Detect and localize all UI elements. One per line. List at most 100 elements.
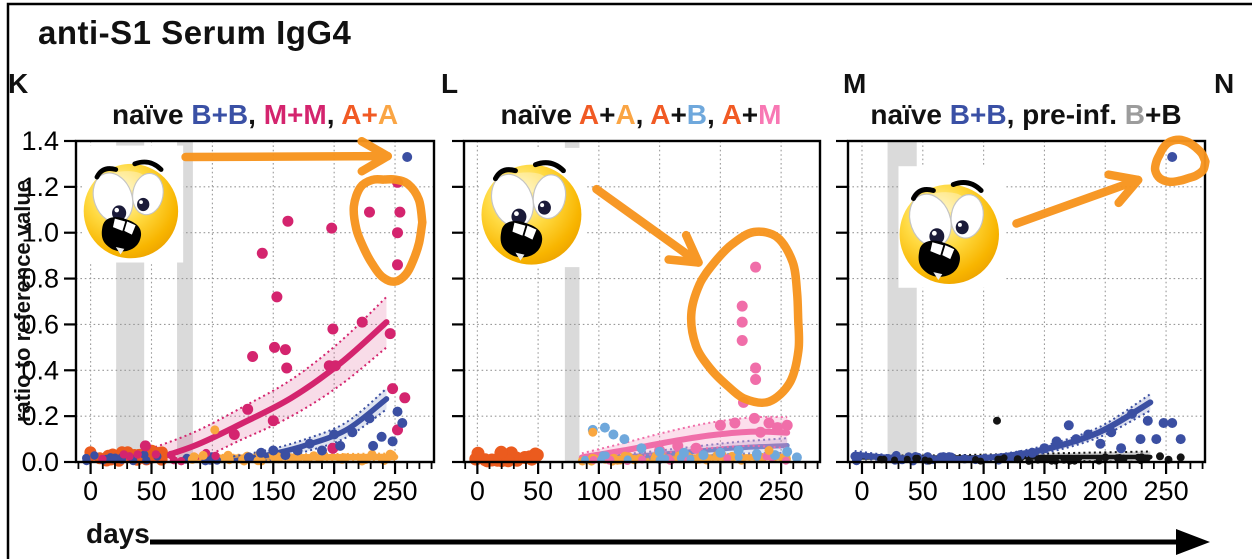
data-point bbox=[599, 422, 610, 433]
panel-M-plot: 0 50 100 150 200 250 bbox=[836, 135, 1210, 506]
data-point bbox=[139, 440, 151, 452]
arrowhead bbox=[664, 230, 703, 267]
data-point bbox=[750, 362, 762, 374]
data-point bbox=[733, 445, 744, 456]
data-point bbox=[1063, 420, 1074, 431]
legend-segment: , bbox=[635, 99, 651, 130]
band-edge bbox=[145, 296, 388, 452]
legend-segment: +B bbox=[1145, 99, 1182, 130]
panel-M-legend: naïve B+B, pre-inf. B+B bbox=[846, 99, 1206, 131]
band-edge bbox=[145, 346, 388, 462]
legend-segment: , bbox=[326, 99, 342, 130]
y-tick-label: 0.6 bbox=[21, 309, 59, 339]
data-point bbox=[588, 427, 598, 437]
x-tick-label: 100 bbox=[961, 476, 1006, 506]
legend-segment: naïve bbox=[111, 99, 192, 130]
data-point bbox=[292, 445, 303, 456]
y-tick-label: 1.4 bbox=[21, 126, 59, 156]
data-point bbox=[392, 406, 403, 417]
data-point bbox=[1142, 415, 1153, 426]
right-eyebrow bbox=[532, 160, 566, 174]
data-point bbox=[736, 335, 748, 346]
panel-letter-N: N bbox=[1214, 68, 1235, 99]
data-point bbox=[791, 452, 802, 463]
hand-drawn-arrow bbox=[592, 184, 703, 267]
y-axis-label: ratio to reference value bbox=[10, 179, 35, 423]
hand-drawn-annotations bbox=[1012, 135, 1210, 228]
data-point bbox=[356, 316, 368, 328]
panel-K-plot: 0 50 100 150 200 250 0.0 0.2 0.4 0.6 0.8 1.0 1.2 1.4 bbox=[21, 126, 436, 506]
legend-segment: naïve bbox=[500, 99, 579, 130]
hand-drawn-arrow bbox=[1012, 175, 1143, 228]
plot-frame bbox=[846, 139, 1207, 464]
tooth bbox=[515, 252, 525, 261]
legend-segment: , pre-inf. bbox=[1006, 99, 1125, 130]
data-point bbox=[271, 291, 283, 303]
fit-line bbox=[142, 319, 390, 462]
data-point bbox=[1119, 454, 1128, 463]
y-tick-label: 1.2 bbox=[21, 172, 59, 202]
x-tick-label: 150 bbox=[251, 476, 296, 506]
arrowhead bbox=[357, 137, 392, 176]
emoji-face bbox=[83, 159, 179, 259]
tick-labels: 0 50 100 150 200 250 bbox=[854, 476, 1188, 506]
x-tick-label: 0 bbox=[854, 476, 869, 506]
data-point bbox=[376, 431, 387, 442]
tooth bbox=[942, 245, 955, 260]
x-tick-label: 150 bbox=[1022, 476, 1067, 506]
data-point bbox=[654, 446, 665, 457]
legend-segment: A+ bbox=[341, 99, 378, 130]
axis-ticks bbox=[452, 139, 819, 474]
confidence-band bbox=[854, 394, 1151, 462]
left-eyebrow bbox=[94, 166, 119, 180]
data-point bbox=[1064, 454, 1073, 463]
tooth bbox=[112, 218, 126, 231]
data-point bbox=[1116, 443, 1127, 454]
data-point bbox=[387, 436, 398, 447]
series-B-B bbox=[243, 152, 413, 463]
y-tick-label: 0.0 bbox=[21, 447, 59, 477]
right-eyebrow bbox=[950, 180, 984, 193]
x-tick-label: 100 bbox=[576, 476, 621, 506]
legend-segment: B bbox=[1124, 99, 1146, 130]
data-point bbox=[392, 259, 403, 271]
panel-letter-K: K bbox=[8, 68, 29, 99]
data-point bbox=[329, 429, 340, 440]
data-point bbox=[1083, 429, 1094, 440]
x-tick-label: 50 bbox=[523, 476, 553, 506]
data-point bbox=[672, 440, 684, 452]
data-point bbox=[282, 215, 294, 227]
data-point bbox=[1051, 436, 1062, 447]
data-point bbox=[619, 434, 630, 445]
legend-segment: A bbox=[650, 99, 671, 130]
data-point bbox=[280, 450, 291, 461]
hand-drawn-arrow bbox=[181, 151, 392, 162]
scared-emoji bbox=[480, 147, 587, 268]
data-point bbox=[368, 440, 379, 451]
x-tick-label: 250 bbox=[1144, 476, 1189, 506]
legend-segment: + bbox=[670, 99, 687, 130]
panel-K-legend: naïve B+B, M+M, A+A bbox=[76, 99, 434, 131]
data-point bbox=[347, 427, 358, 438]
figure-border bbox=[6, 2, 1252, 559]
data-point bbox=[772, 422, 783, 434]
x-tick-label: 100 bbox=[190, 476, 235, 506]
y-tick-label: 1.0 bbox=[21, 218, 59, 248]
y-tick-label: 0.4 bbox=[21, 355, 59, 385]
data-point bbox=[1095, 438, 1106, 449]
data-point bbox=[267, 415, 279, 427]
x-tick-label: 0 bbox=[83, 476, 98, 506]
tick-labels: 0 50 100 150 200 250 0.0 0.2 0.4 0.6 0.8 1.0 1.2 1.4 bbox=[21, 126, 417, 506]
tooth bbox=[512, 222, 526, 236]
data-point bbox=[304, 438, 315, 449]
legend-segment: A bbox=[615, 99, 636, 130]
right-pupil bbox=[537, 200, 551, 215]
left-eyebrow bbox=[910, 187, 936, 201]
data-point bbox=[782, 446, 793, 457]
plot-frame bbox=[462, 139, 822, 464]
data-point bbox=[364, 206, 375, 218]
data-point bbox=[608, 429, 619, 440]
left-eyebrow bbox=[492, 167, 518, 182]
data-point bbox=[736, 300, 748, 312]
data-point bbox=[394, 206, 406, 218]
